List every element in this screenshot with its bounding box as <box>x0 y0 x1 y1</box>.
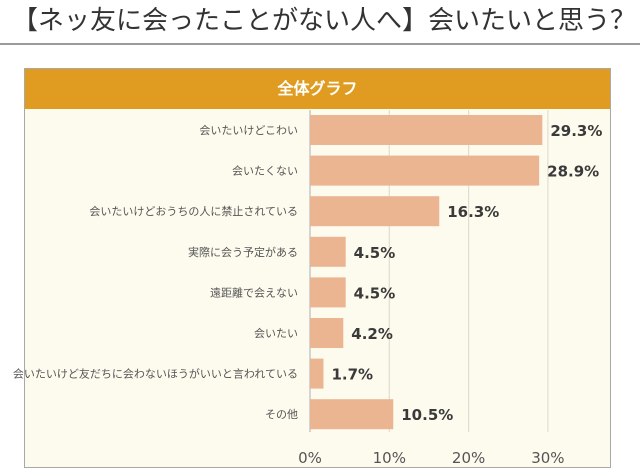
bar <box>310 277 346 308</box>
category-label: 会いたくない <box>232 165 298 178</box>
x-tick-label: 20% <box>452 449 485 467</box>
category-label: 会いたいけどおうちの人に禁止されている <box>89 205 298 218</box>
bar <box>310 236 346 267</box>
value-label: 1.7% <box>331 366 373 384</box>
title-divider <box>0 43 640 45</box>
category-label: その他 <box>265 408 298 421</box>
value-label: 29.3% <box>550 122 602 140</box>
value-label: 10.5% <box>401 406 453 424</box>
chart-panel-title: 全体グラフ <box>25 69 610 109</box>
page-title: 【ネッ友に会ったことがない人へ】会いたいと思う？ <box>12 6 637 36</box>
bar <box>310 196 440 227</box>
value-label: 28.9% <box>547 163 599 181</box>
bar <box>310 358 324 389</box>
category-label: 会いたいけどこわい <box>199 124 298 137</box>
category-label: 会いたい <box>254 327 298 340</box>
x-tick-label: 0% <box>298 449 322 467</box>
value-label: 4.5% <box>354 284 396 302</box>
category-label: 会いたいけど友だちに会わないほうがいいと言われている <box>13 367 298 381</box>
bar <box>310 318 344 348</box>
value-label: 4.2% <box>351 325 393 343</box>
value-label: 4.5% <box>354 244 396 262</box>
bar <box>310 399 394 430</box>
value-label: 16.3% <box>447 203 499 221</box>
bar <box>310 155 540 186</box>
x-tick-label: 30% <box>531 449 564 467</box>
category-label: 遠距離で会えない <box>210 285 298 299</box>
bar <box>310 115 543 145</box>
x-tick-label: 10% <box>373 449 406 467</box>
category-label: 実際に会う予定がある <box>188 245 298 259</box>
